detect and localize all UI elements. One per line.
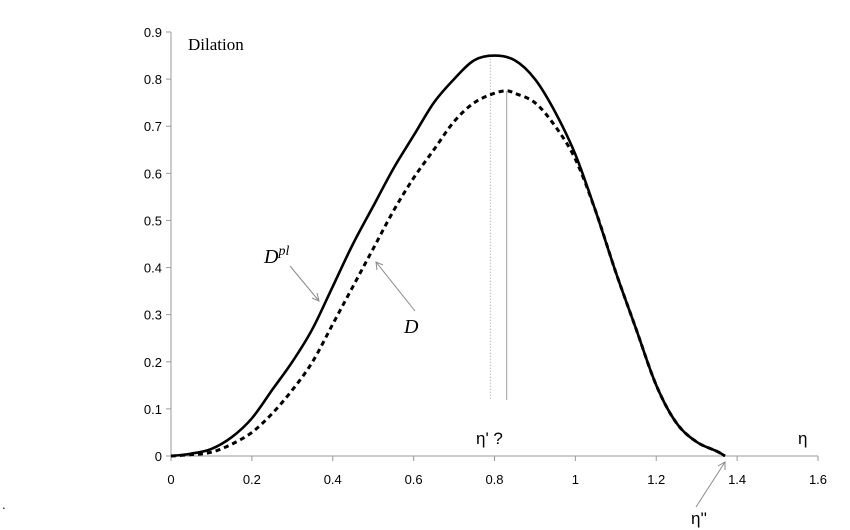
x-tick-label: 0.4 xyxy=(324,472,342,487)
x-tick-label: 1.2 xyxy=(647,472,665,487)
dpl-superscript: pl xyxy=(277,244,289,259)
eta-double-prime-annotation: η'' xyxy=(691,461,726,528)
axes: 0 0.1 0.2 0.3 0.4 0.5 0.6 0.7 0.8 0.9 0 0.2 0.4 0.6 0.… xyxy=(144,25,827,487)
chart-title: Dilation xyxy=(188,35,244,54)
x-tick-label: 1.6 xyxy=(809,472,827,487)
data-series xyxy=(170,54,726,458)
vertical-markers xyxy=(489,55,508,400)
x-tick-label: 0.2 xyxy=(243,472,261,487)
y-tick-label: 0.9 xyxy=(144,25,162,40)
series-d-dotted-line xyxy=(170,89,726,458)
svg-text:Dpl: Dpl xyxy=(263,244,289,268)
eta-prime-label: η' ? xyxy=(476,429,503,448)
y-tick-label: 0 xyxy=(155,449,162,464)
dpl-arrow xyxy=(289,265,320,302)
y-tick-label: 0.6 xyxy=(144,166,162,181)
eta-double-prime-arrowhead xyxy=(717,461,726,470)
d-annotation: D xyxy=(375,261,419,338)
d-arrow xyxy=(375,261,416,312)
y-tick-label: 0.7 xyxy=(144,119,162,134)
y-tick-label: 0.3 xyxy=(144,308,162,323)
x-tick-label: 1 xyxy=(572,472,579,487)
eta-double-prime-arrow xyxy=(695,461,726,508)
x-tick-label: 0.8 xyxy=(485,472,503,487)
x-tick-label: 0.6 xyxy=(405,472,423,487)
eta-double-prime-label: η'' xyxy=(691,509,707,528)
x-tick-label: 0 xyxy=(167,472,174,487)
dpl-label: D xyxy=(263,246,279,268)
dpl-arrowhead xyxy=(311,292,320,302)
y-tick-label: 0.8 xyxy=(144,72,162,87)
series-dpl-solid-line xyxy=(170,54,726,458)
y-tick-label: 0.2 xyxy=(144,355,162,370)
dpl-annotation: Dpl xyxy=(263,244,320,302)
x-tick-label: 1.4 xyxy=(728,472,746,487)
d-arrowhead xyxy=(375,261,384,271)
y-tick-label: 0.1 xyxy=(144,402,162,417)
d-label: D xyxy=(403,316,419,338)
stray-mark: . xyxy=(2,497,6,512)
eta-axis-label: η xyxy=(798,429,807,448)
y-tick-label: 0.4 xyxy=(144,261,162,276)
y-tick-label: 0.5 xyxy=(144,213,162,228)
